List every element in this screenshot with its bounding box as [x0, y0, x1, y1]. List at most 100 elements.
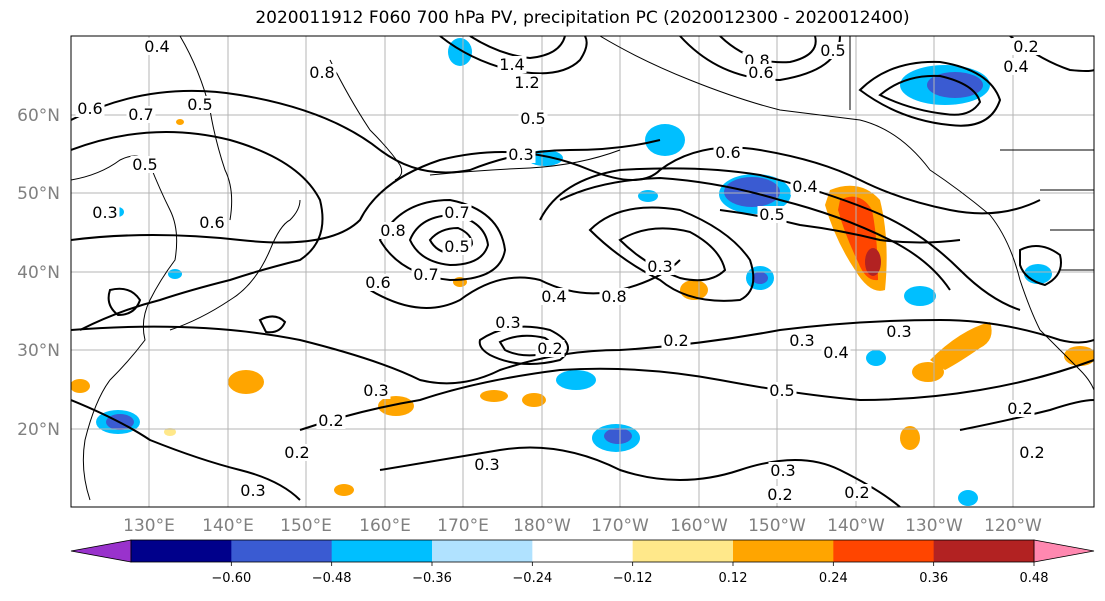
contour-label: 0.2 [537, 339, 562, 358]
precip-blob [604, 428, 632, 444]
pv-contour [959, 399, 1094, 431]
lat-label: 40°N [17, 263, 60, 283]
contour-label: 0.2 [318, 411, 343, 430]
colorbar-segment [833, 540, 935, 562]
contour-label: 0.7 [444, 203, 469, 222]
lon-label: 150°W [748, 516, 806, 536]
precip-blob [904, 286, 936, 306]
contour-label: 0.4 [823, 343, 848, 362]
colorbar-tick-label: 0.36 [919, 571, 948, 586]
contour-label: 0.3 [508, 145, 533, 164]
pv-contour [878, 74, 982, 116]
pv-contours [71, 36, 1094, 507]
contour-label: 0.5 [759, 205, 784, 224]
pv-contour [299, 359, 1094, 431]
contour-label: 0.6 [77, 99, 102, 118]
contour-label: 1.4 [499, 55, 524, 74]
precip-blob [645, 124, 685, 156]
contour-label: 0.8 [601, 287, 626, 306]
colorbar-tick-label: −0.24 [512, 571, 552, 586]
colorbar-tick-label: −0.60 [211, 571, 251, 586]
colorbar-extend-low [70, 539, 132, 563]
colorbar: −0.60 −0.48 −0.36 −0.24 −0.12 0.12 0.24 0.36 0.4… [70, 539, 1095, 586]
contour-label: 0.3 [474, 455, 499, 474]
pv-contour [478, 325, 569, 365]
lat-label: 50°N [17, 184, 60, 204]
pv-contour [71, 131, 324, 331]
colorbar-tick-label: −0.36 [412, 571, 452, 586]
lat-label: 20°N [17, 420, 60, 440]
precip-blob [176, 119, 184, 125]
pv-contour [408, 213, 490, 267]
contour-label: 0.3 [363, 381, 388, 400]
contour-label: 0.2 [767, 485, 792, 504]
contour-label: 0.6 [199, 213, 224, 232]
contour-label: 0.3 [789, 331, 814, 350]
pv-contour [719, 36, 817, 64]
precip-blob [522, 393, 546, 407]
contour-label: 0.5 [769, 381, 794, 400]
contour-label: 0.5 [187, 95, 212, 114]
precip-blob [480, 390, 508, 402]
contour-label: 0.3 [647, 257, 672, 276]
contour-label: 0.3 [886, 322, 911, 341]
colorbar-tick-label: 0.12 [719, 571, 748, 586]
pv-contour [71, 146, 1041, 244]
contour-label: 0.4 [1003, 57, 1028, 76]
contour-label: 0.2 [844, 483, 869, 502]
precip-blob [556, 370, 596, 390]
lon-label: 120°W [984, 516, 1042, 536]
lon-label: 130°E [123, 516, 175, 536]
lon-label: 130°W [905, 516, 963, 536]
contour-label: 0.4 [792, 177, 817, 196]
contour-label: 0.3 [240, 481, 265, 500]
pv-contour [369, 259, 681, 309]
lon-label: 140°W [827, 516, 885, 536]
lat-label: 60°N [17, 106, 60, 126]
contour-label: 0.7 [128, 105, 153, 124]
colorbar-segment [733, 540, 834, 562]
precip-blob [228, 370, 264, 394]
coastline-asia-north [179, 36, 233, 221]
contour-label: 0.6 [748, 63, 773, 82]
colorbar-tick-label: 0.24 [819, 571, 848, 586]
lon-label: 150°E [280, 516, 332, 536]
precip-blob [448, 38, 472, 66]
contour-label: 0.5 [132, 155, 157, 174]
colorbar-extend-high [1033, 539, 1095, 563]
lon-label: 140°E [202, 516, 254, 536]
contour-label: 0.2 [663, 331, 688, 350]
pv-contour [858, 60, 1002, 127]
colorbar-segment [632, 540, 734, 562]
precip-blob [334, 484, 354, 496]
precip-blob [958, 490, 978, 506]
lat-label: 30°N [17, 341, 60, 361]
map-frame [70, 35, 1095, 508]
precip-blob [71, 379, 90, 393]
colorbar-segment [933, 540, 1035, 562]
precip-blob [866, 350, 886, 366]
colorbar-tick-label: 0.48 [1020, 571, 1049, 586]
colorbar-tick-label: −0.12 [613, 571, 653, 586]
pv-contour [107, 287, 142, 317]
contour-label: 0.2 [1007, 399, 1032, 418]
contour-label: 0.4 [144, 37, 169, 56]
latitude-labels: 60°N 50°N 40°N 30°N 20°N [17, 106, 60, 440]
colorbar-tick-label: −0.48 [312, 571, 352, 586]
lon-label: 170°E [437, 516, 489, 536]
colorbar-frame [130, 539, 1035, 563]
lon-label: 160°E [359, 516, 411, 536]
precip-blob [930, 322, 992, 370]
precip-blob [378, 396, 414, 416]
pv-contour [439, 36, 588, 75]
pv-contour [71, 399, 301, 501]
graticule [71, 36, 1094, 507]
precip-blob [752, 272, 768, 284]
pv-contour [559, 176, 951, 291]
contour-label: 0.6 [365, 273, 390, 292]
precip-blob [1024, 264, 1052, 284]
colorbar-segment [532, 540, 634, 562]
precip-blob [638, 190, 658, 202]
precip-blob [865, 248, 881, 276]
